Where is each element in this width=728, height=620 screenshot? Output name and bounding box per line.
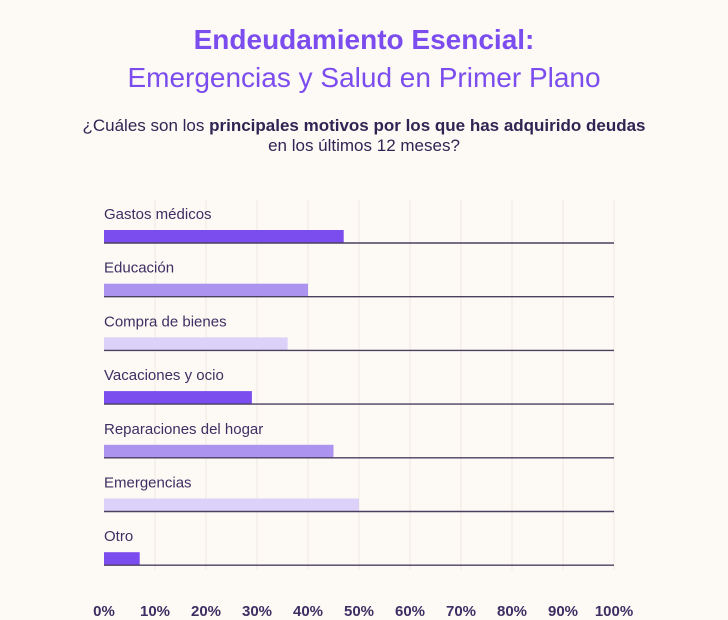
question-bold: principales motivos por los que has adqu… bbox=[209, 116, 646, 135]
bar bbox=[104, 337, 288, 351]
bar bbox=[104, 283, 308, 297]
x-tick-label: 20% bbox=[191, 603, 221, 620]
x-tick-label: 50% bbox=[344, 603, 374, 620]
bar bbox=[104, 444, 334, 458]
category-label: Gastos médicos bbox=[104, 206, 212, 223]
category-label: Educación bbox=[104, 260, 174, 277]
question-line2: en los últimos 12 meses? bbox=[268, 136, 460, 155]
x-tick-label: 100% bbox=[595, 603, 633, 620]
x-tick-label: 70% bbox=[446, 603, 476, 620]
bar bbox=[104, 552, 140, 566]
category-label: Otro bbox=[104, 528, 133, 545]
x-tick-label: 90% bbox=[548, 603, 578, 620]
x-tick-label: 10% bbox=[140, 603, 170, 620]
category-label: Emergencias bbox=[104, 475, 192, 492]
bar bbox=[104, 230, 344, 243]
bar bbox=[104, 391, 252, 405]
category-label: Reparaciones del hogar bbox=[104, 421, 263, 438]
bar bbox=[104, 498, 359, 512]
chart-subtitle: Emergencias y Salud en Primer Plano bbox=[127, 62, 601, 93]
chart-title: Endeudamiento Esencial: bbox=[193, 24, 535, 55]
x-tick-label: 0% bbox=[93, 603, 115, 620]
x-tick-label: 80% bbox=[497, 603, 527, 620]
category-label: Compra de bienes bbox=[104, 313, 227, 330]
x-tick-label: 60% bbox=[395, 603, 425, 620]
x-tick-label: 40% bbox=[293, 603, 323, 620]
category-label: Vacaciones y ocio bbox=[104, 367, 224, 384]
question-prefix: ¿Cuáles son los bbox=[82, 116, 210, 135]
x-tick-label: 30% bbox=[242, 603, 272, 620]
question-text: ¿Cuáles son los principales motivos por … bbox=[0, 116, 728, 156]
